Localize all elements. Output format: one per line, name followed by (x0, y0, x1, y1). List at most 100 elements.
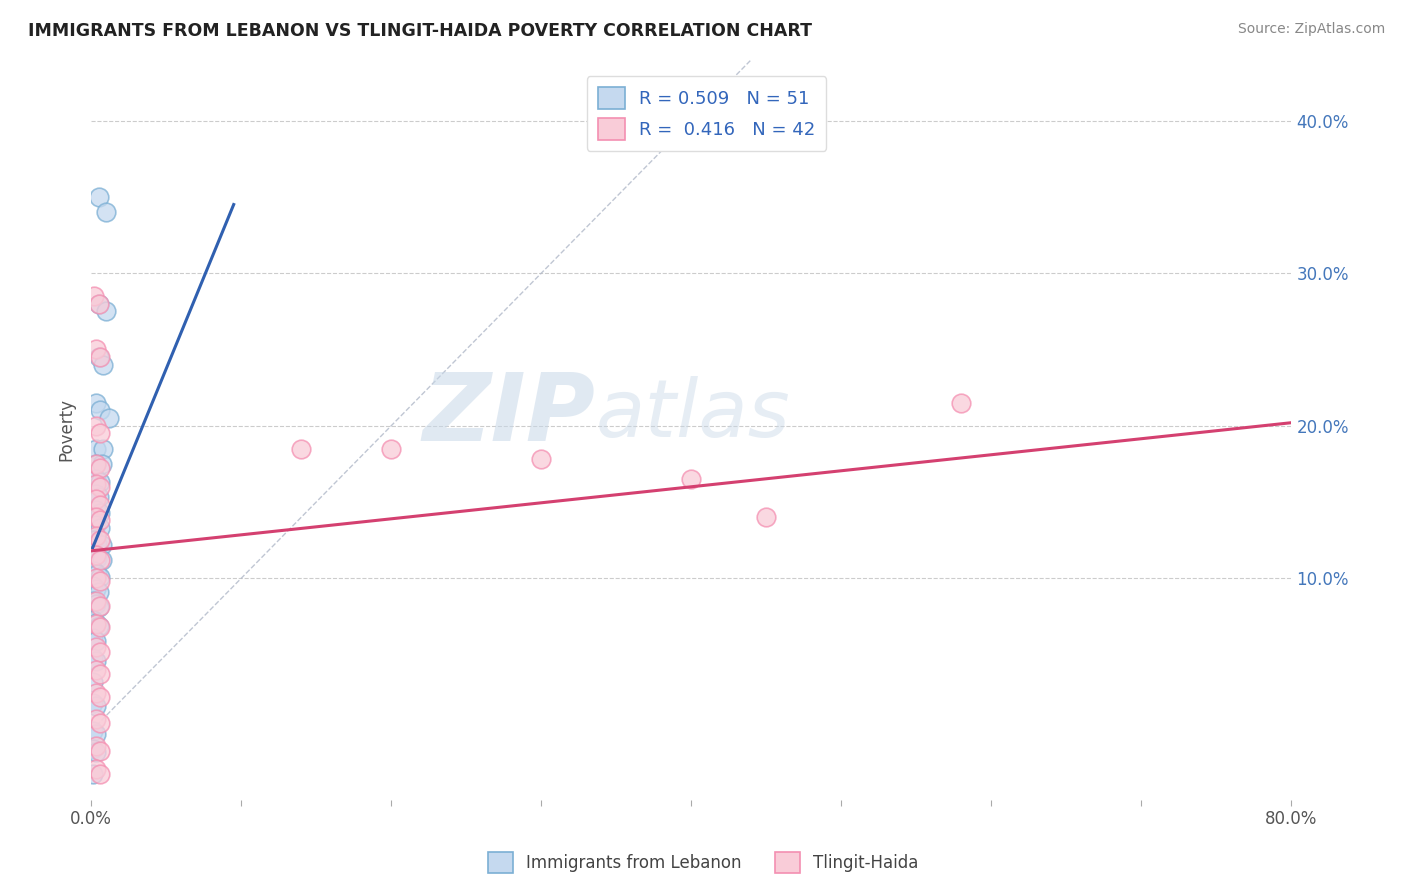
Point (82, 650, 104, 665)
Point (89, 690, 111, 705)
Point (82, 579, 104, 593)
Point (84, 727, 107, 741)
Point (82, 742, 104, 756)
Point (96, 205, 118, 219)
Legend: Immigrants from Lebanon, Tlingit-Haida: Immigrants from Lebanon, Tlingit-Haida (481, 846, 925, 880)
Point (89, 553, 111, 567)
Point (681, 472, 703, 486)
Point (84, 699, 107, 714)
Point (84, 582, 107, 596)
Point (84, 654, 107, 668)
Point (89, 570, 111, 584)
Point (84, 617, 107, 632)
Point (82, 766, 104, 780)
Point (84, 487, 107, 501)
Point (84, 712, 107, 726)
Point (83, 549, 105, 563)
Point (90, 538, 112, 552)
Point (84, 549, 107, 563)
Point (380, 442, 402, 456)
Point (89, 461, 111, 475)
Point (84, 745, 107, 759)
Point (96, 304, 118, 318)
Point (755, 510, 778, 524)
Point (950, 396, 973, 410)
Point (84, 442, 107, 456)
Point (84, 517, 107, 532)
Point (82, 723, 104, 738)
Point (84, 510, 107, 524)
Text: Source: ZipAtlas.com: Source: ZipAtlas.com (1237, 22, 1385, 37)
Point (87, 296, 110, 310)
Point (84, 418, 107, 433)
Point (98, 411, 121, 425)
Point (530, 452, 553, 467)
Point (84, 457, 107, 471)
Point (89, 744, 111, 758)
Point (87, 190, 110, 204)
Point (87, 350, 110, 364)
Point (87, 600, 110, 615)
Text: ZIP: ZIP (422, 368, 595, 461)
Point (82, 697, 104, 711)
Point (83, 564, 105, 578)
Point (84, 472, 107, 486)
Y-axis label: Poverty: Poverty (58, 398, 75, 461)
Point (87, 296, 110, 310)
Point (89, 667, 111, 681)
Point (87, 585, 110, 599)
Point (86, 551, 108, 566)
Text: IMMIGRANTS FROM LEBANON VS TLINGIT-HAIDA POVERTY CORRELATION CHART: IMMIGRANTS FROM LEBANON VS TLINGIT-HAIDA… (28, 22, 813, 40)
Point (84, 686, 107, 700)
Point (89, 475, 111, 490)
Point (89, 513, 111, 527)
Point (84, 633, 107, 648)
Point (89, 644, 111, 658)
Point (89, 426, 111, 441)
Point (82, 613, 104, 627)
Point (89, 716, 111, 731)
Point (89, 599, 111, 613)
Point (84, 594, 107, 608)
Point (90, 457, 112, 471)
Point (89, 521, 111, 535)
Point (89, 403, 111, 417)
Point (84, 502, 107, 516)
Point (89, 533, 111, 548)
Point (84, 762, 107, 776)
Point (87, 618, 110, 632)
Point (89, 574, 111, 589)
Point (89, 498, 111, 512)
Text: atlas: atlas (595, 376, 790, 454)
Point (82, 631, 104, 645)
Point (84, 663, 107, 677)
Point (89, 480, 111, 494)
Point (84, 739, 107, 753)
Point (89, 620, 111, 634)
Point (84, 476, 107, 491)
Point (84, 528, 107, 542)
Point (83, 533, 105, 548)
Point (84, 491, 107, 506)
Point (84, 640, 107, 654)
Point (290, 442, 312, 456)
Point (89, 350, 111, 364)
Point (82, 594, 104, 608)
Point (91, 358, 114, 372)
Point (90, 553, 112, 567)
Point (84, 343, 107, 357)
Point (82, 675, 104, 690)
Point (84, 457, 107, 471)
Legend: R = 0.509   N = 51, R =  0.416   N = 42: R = 0.509 N = 51, R = 0.416 N = 42 (586, 76, 827, 151)
Point (89, 506, 111, 520)
Point (84, 615, 107, 630)
Point (89, 766, 111, 780)
Point (86, 536, 108, 550)
Point (86, 566, 108, 581)
Point (91, 442, 114, 456)
Point (84, 396, 107, 410)
Point (83, 289, 105, 303)
Point (87, 491, 110, 505)
Point (84, 597, 107, 611)
Point (84, 571, 107, 585)
